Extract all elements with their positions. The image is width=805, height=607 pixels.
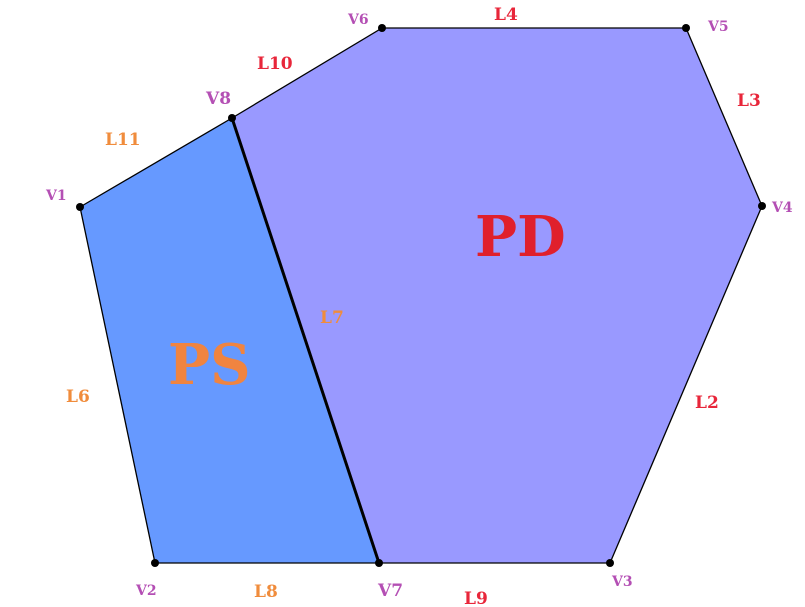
region-pd-label: PD (475, 204, 566, 270)
vertex-v4-dot (758, 202, 766, 210)
vertex-v6-dot (378, 24, 386, 32)
region-pd-shape (232, 28, 762, 563)
edge-l11-label: L11 (105, 130, 141, 150)
vertex-v2-dot (151, 559, 159, 567)
edge-l8-label: L8 (254, 582, 278, 602)
edge-l2-label: L2 (695, 393, 719, 413)
vertex-v5-label: V5 (707, 19, 729, 35)
edge-l10-line (231, 27, 383, 119)
vertex-v1-dot (76, 203, 84, 211)
region-ps-label: PS (168, 332, 251, 398)
vertex-v3-dot (606, 559, 614, 567)
edge-l11-line (79, 117, 233, 208)
region-ps-shape (80, 118, 379, 563)
edge-l2-line (609, 205, 763, 564)
edge-l7-line (230, 117, 381, 564)
vertex-v3-label: V3 (611, 574, 633, 590)
vertex-v1-label: V1 (45, 188, 67, 204)
edge-l6-label: L6 (66, 387, 90, 407)
edge-l10-label: L10 (257, 54, 293, 74)
edge-l7-label: L7 (320, 308, 344, 328)
vertex-v6-label: V6 (347, 12, 369, 28)
vertex-v8-label: V8 (205, 89, 231, 109)
vertex-v4-label: V4 (771, 200, 793, 216)
edge-l3-label: L3 (737, 91, 761, 111)
vertex-v5-dot (682, 24, 690, 32)
edge-l6-line (79, 206, 156, 564)
vertex-v2-label: V2 (135, 583, 157, 599)
vertex-v7-label: V7 (377, 581, 403, 601)
edge-l9-label: L9 (464, 589, 488, 607)
vertex-v8-dot (228, 114, 236, 122)
edge-l3-line (685, 27, 763, 207)
edge-l4-label: L4 (494, 5, 518, 25)
vertex-v7-dot (375, 559, 383, 567)
